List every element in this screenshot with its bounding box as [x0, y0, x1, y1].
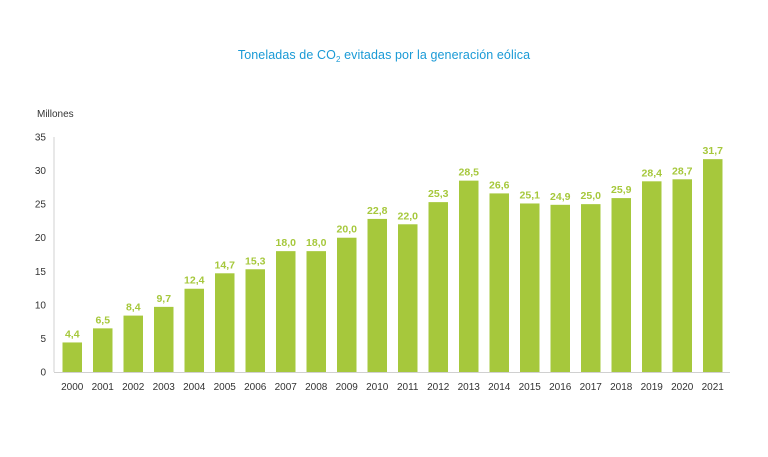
value-label-2021: 31,7 — [703, 145, 724, 157]
bar-2006 — [245, 269, 265, 372]
y-tick-label: 10 — [35, 300, 47, 311]
value-label-2016: 24,9 — [550, 191, 571, 203]
x-tick-label-2009: 2009 — [336, 382, 359, 393]
x-tick-label-2003: 2003 — [153, 382, 176, 393]
value-label-2008: 18,0 — [306, 237, 327, 249]
y-tick-label: 0 — [40, 368, 46, 379]
x-tick-label-2010: 2010 — [366, 382, 389, 393]
x-tick-label-2006: 2006 — [244, 382, 267, 393]
y-tick-label: 35 — [35, 133, 47, 144]
y-tick-label: 25 — [35, 200, 47, 211]
y-tick-label: 5 — [40, 334, 46, 345]
bar-2003 — [154, 306, 174, 372]
value-label-2012: 25,3 — [428, 188, 449, 200]
x-tick-label-2017: 2017 — [580, 382, 603, 393]
value-label-2000: 4,4 — [65, 328, 80, 340]
x-tick-label-2012: 2012 — [427, 382, 450, 393]
x-tick-label-2008: 2008 — [305, 382, 328, 393]
y-tick-label: 20 — [35, 233, 47, 244]
x-tick-label-2001: 2001 — [92, 382, 115, 393]
bar-2008 — [306, 251, 326, 372]
bar-2013 — [459, 180, 479, 372]
bar-2012 — [428, 202, 448, 372]
bar-2007 — [276, 251, 296, 372]
y-tick-label: 15 — [35, 267, 47, 278]
bar-2000 — [62, 342, 82, 372]
y-tick-label: 30 — [35, 166, 47, 177]
value-label-2003: 9,7 — [156, 293, 171, 305]
bar-2019 — [642, 181, 662, 372]
bar-2011 — [398, 224, 418, 372]
bar-2016 — [550, 204, 570, 372]
bar-2020 — [672, 179, 692, 372]
x-tick-label-2002: 2002 — [122, 382, 145, 393]
bar-2015 — [520, 203, 540, 372]
bar-2010 — [367, 218, 387, 372]
value-label-2002: 8,4 — [126, 302, 141, 314]
x-tick-label-2016: 2016 — [549, 382, 572, 393]
bar-2002 — [123, 315, 143, 372]
chart-title-prefix: Toneladas de CO — [237, 48, 336, 62]
value-label-2006: 15,3 — [245, 255, 266, 267]
value-label-2009: 20,0 — [337, 224, 358, 236]
y-axis-label: Millones — [37, 109, 74, 120]
value-label-2001: 6,5 — [95, 314, 110, 326]
x-tick-label-2019: 2019 — [641, 382, 664, 393]
bar-2004 — [184, 288, 204, 372]
value-label-2015: 25,1 — [520, 189, 541, 201]
bar-2005 — [215, 273, 235, 372]
x-axis: 2000 2001 2002 2003 2004 2005 2006 2007 2008 2009… — [54, 372, 730, 393]
bar-2009 — [337, 237, 357, 372]
x-tick-label-2018: 2018 — [610, 382, 633, 393]
value-label-2013: 28,5 — [459, 167, 480, 179]
value-label-2011: 22,0 — [398, 210, 419, 222]
value-labels: 4,4 6,5 8,4 9,7 12,4 14,7 15,3 18,0 18,0 20,0 22,8… — [65, 145, 723, 340]
x-tick-label-2013: 2013 — [458, 382, 481, 393]
x-tick-label-2000: 2000 — [61, 382, 84, 393]
value-label-2010: 22,8 — [367, 205, 388, 217]
y-axis: 0 5 10 15 20 25 30 35 — [35, 133, 55, 379]
value-label-2020: 28,7 — [672, 165, 693, 177]
value-label-2018: 25,9 — [611, 184, 632, 196]
x-tick-label-2014: 2014 — [488, 382, 511, 393]
bars — [62, 159, 723, 372]
x-tick-label-2004: 2004 — [183, 382, 206, 393]
value-label-2005: 14,7 — [215, 259, 236, 271]
x-tick-label-2011: 2011 — [397, 382, 419, 393]
bar-2014 — [489, 193, 509, 372]
bar-2001 — [93, 328, 113, 372]
value-label-2017: 25,0 — [581, 190, 602, 202]
bar-2018 — [611, 198, 631, 372]
x-tick-label-2020: 2020 — [671, 382, 694, 393]
chart-title-suffix: evitadas por la generación eólica — [340, 48, 531, 62]
value-label-2004: 12,4 — [184, 275, 205, 287]
chart-title-subscript: 2 — [335, 55, 341, 64]
bar-2017 — [581, 204, 601, 372]
x-tick-label-2005: 2005 — [214, 382, 237, 393]
chart-title: Toneladas de CO2 evitadas por la generac… — [0, 48, 768, 64]
x-tick-label-2007: 2007 — [275, 382, 298, 393]
value-label-2007: 18,0 — [276, 237, 297, 249]
x-tick-label-2021: 2021 — [702, 382, 725, 393]
value-label-2019: 28,4 — [642, 167, 663, 179]
value-label-2014: 26,6 — [489, 179, 510, 191]
bar-2021 — [703, 159, 723, 372]
x-tick-label-2015: 2015 — [519, 382, 542, 393]
